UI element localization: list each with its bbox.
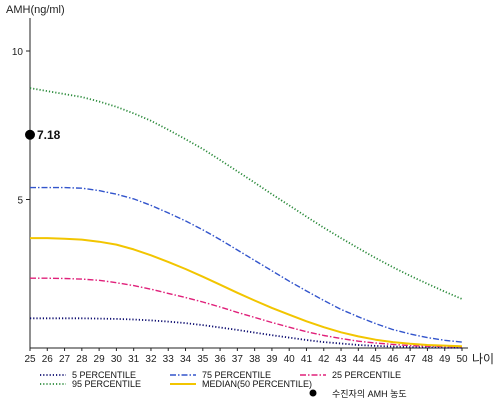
x-tick-label: 39 xyxy=(266,354,278,365)
x-tick-label: 41 xyxy=(301,354,313,365)
patient-amh-label: 7.18 xyxy=(37,128,61,142)
x-tick-label: 28 xyxy=(76,354,88,365)
x-tick-label: 30 xyxy=(111,354,123,365)
legend-label: 수진자의 AMH 농도 xyxy=(332,389,407,399)
axes: 5 10 25 26 27 28 29 30 31 32 33 34 35 36 37 38 39 40 41 42 4… xyxy=(12,18,468,365)
patient-marker-group: 7.18 xyxy=(25,128,61,142)
legend-label: 5 PERCENTILE xyxy=(72,370,136,380)
x-tick-label: 37 xyxy=(232,354,244,365)
x-tick-label: 31 xyxy=(128,354,140,365)
legend: 5 PERCENTILE 75 PERCENTILE 25 PERCENTILE 95… xyxy=(40,370,407,399)
x-tick-label: 42 xyxy=(318,354,330,365)
x-tick-label: 32 xyxy=(145,354,157,365)
patient-amh-marker xyxy=(25,129,35,140)
x-tick-label: 33 xyxy=(163,354,175,365)
y-tick-label: 10 xyxy=(12,47,24,58)
legend-label: 25 PERCENTILE xyxy=(332,370,401,380)
series-line-median-50-percentile- xyxy=(30,237,463,348)
x-tick-label: 38 xyxy=(249,354,261,365)
x-tick-label: 45 xyxy=(370,354,382,365)
x-tick-label: 44 xyxy=(353,354,365,365)
series-line-25-percentile xyxy=(30,277,463,348)
x-tick-label: 47 xyxy=(405,354,417,365)
series-line-5-percentile xyxy=(30,317,462,349)
x-tick-label: 25 xyxy=(24,354,36,365)
series-lines xyxy=(29,87,463,349)
x-tick-label: 43 xyxy=(335,354,347,365)
legend-swatch xyxy=(309,389,317,397)
x-tick-label: 46 xyxy=(387,354,399,365)
legend-label: 75 PERCENTILE xyxy=(202,370,271,380)
x-tick-label: 36 xyxy=(215,354,227,365)
x-tick-label: 26 xyxy=(42,354,54,365)
x-tick-label: 27 xyxy=(59,354,71,365)
x-tick-label: 49 xyxy=(439,354,451,365)
legend-label: 95 PERCENTILE xyxy=(72,379,141,389)
x-tick-label: 48 xyxy=(422,354,434,365)
x-axis-label: 나이 xyxy=(472,352,494,366)
x-tick-label: 40 xyxy=(284,354,296,365)
legend-label: MEDIAN(50 PERCENTILE) xyxy=(202,379,312,389)
x-tick-label: 50 xyxy=(456,354,468,365)
x-tick-label: 34 xyxy=(180,354,192,365)
x-tick-label: 29 xyxy=(94,354,106,365)
y-axis-label: AMH(ng/ml) xyxy=(6,4,65,16)
series-line-75-percentile xyxy=(30,186,463,343)
y-tick-label: 5 xyxy=(17,196,23,207)
x-tick-label: 35 xyxy=(197,354,209,365)
series-line-95-percentile xyxy=(29,87,463,300)
